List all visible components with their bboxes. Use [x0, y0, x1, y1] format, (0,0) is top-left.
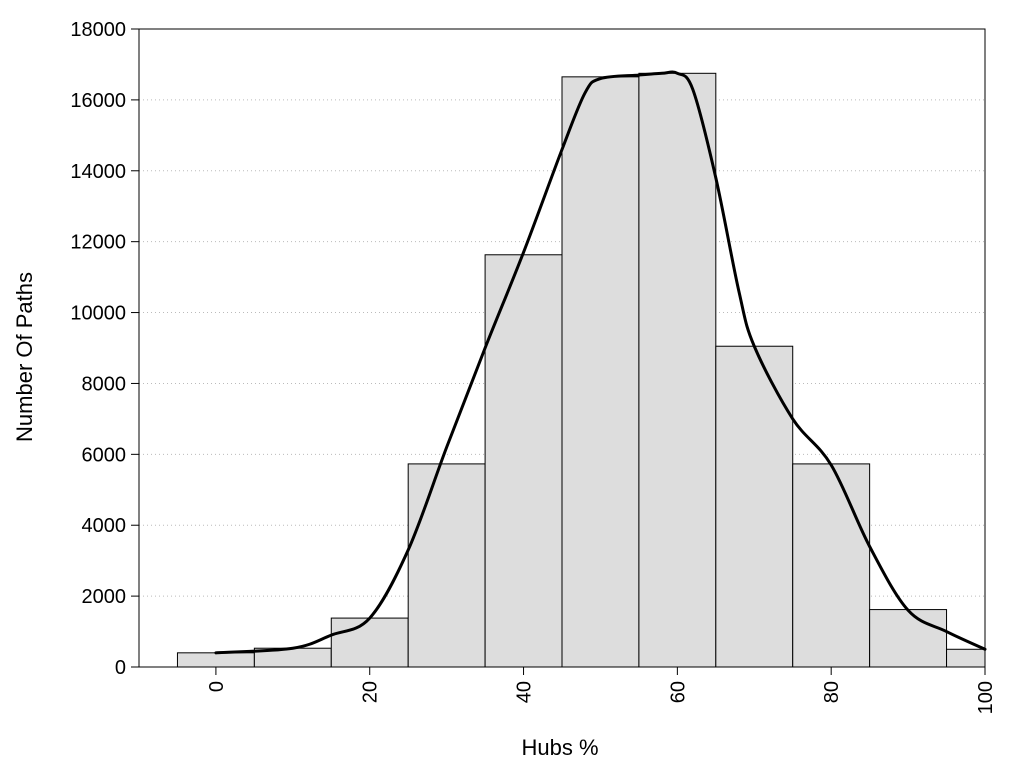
bar-0	[176, 652, 255, 668]
y-tick-label: 4000	[82, 515, 127, 537]
y-tick-label: 18000	[70, 19, 126, 41]
bar-30	[407, 463, 486, 668]
y-tick-label: 0	[115, 657, 126, 679]
y-axis-title: Number Of Paths	[12, 272, 37, 442]
bar-100	[946, 648, 986, 668]
bar-90	[869, 609, 948, 668]
x-tick-label: 80	[821, 681, 843, 703]
y-tick-label: 14000	[70, 161, 126, 183]
plot-frame	[138, 28, 986, 668]
x-tick-label: 40	[514, 681, 536, 703]
x-tick-label: 20	[360, 681, 382, 703]
density-curve	[214, 70, 987, 655]
y-tick-label: 12000	[70, 232, 126, 254]
y-axis-ticks: 0 2000 4000 6000 8000 10000 12000 14000 16000 180…	[70, 19, 139, 679]
x-axis-title: Hubs %	[521, 735, 598, 760]
bar-50	[561, 76, 640, 668]
y-tick-label: 8000	[82, 373, 127, 395]
x-tick-label: 60	[667, 681, 689, 703]
x-tick-label: 0	[206, 681, 228, 692]
y-tick-label: 16000	[70, 90, 126, 112]
y-tick-label: 10000	[70, 303, 126, 325]
bar-60	[638, 72, 717, 668]
bar-70	[715, 345, 794, 668]
y-tick-label: 2000	[82, 586, 127, 608]
y-tick-label: 6000	[82, 444, 127, 466]
x-axis-ticks: 0 20 40 60 80 100	[206, 667, 997, 714]
x-tick-label: 100	[975, 681, 997, 714]
bar-20	[330, 617, 409, 668]
bar-80	[792, 463, 871, 668]
bars	[176, 72, 986, 668]
